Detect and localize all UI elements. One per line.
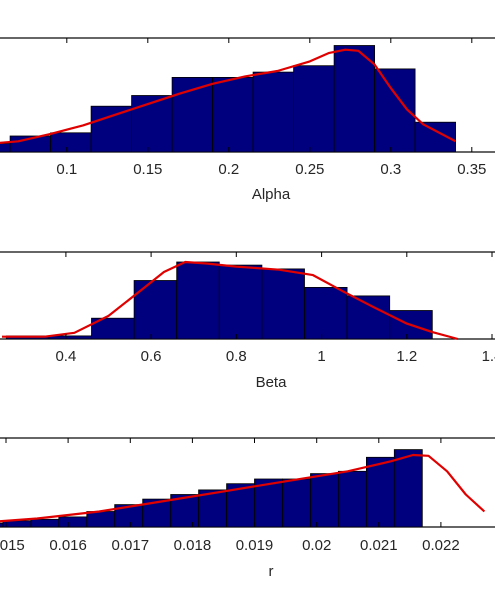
beta-histogram-bar: [304, 286, 348, 340]
r-x-tick-label: 0.022: [422, 537, 460, 554]
r-histogram-panel: 0.0150.0160.0170.0180.0190.020.0210.022 …: [0, 437, 495, 580]
beta-histogram-bar: [218, 264, 263, 340]
alpha-x-tick-label: 0.3: [380, 161, 401, 178]
r-x-tick-label: 0.02: [302, 537, 331, 554]
beta-x-tick-label: 1.4: [482, 348, 495, 365]
beta-density-curve: [2, 260, 459, 341]
beta-histogram-panel: 0.4 0.6 0.8 1 1.2 1.4 Beta: [0, 251, 495, 391]
beta-x-tick-label: 0.6: [141, 348, 162, 365]
alpha-histogram-bar: [171, 77, 214, 153]
r-x-tick-label: 0.021: [360, 537, 398, 554]
alpha-histogram-bar: [131, 95, 173, 153]
beta-histogram-bar: [346, 295, 391, 340]
alpha-histogram-bar: [333, 45, 376, 153]
beta-histogram-bar: [261, 268, 305, 340]
alpha-histogram-bar: [252, 71, 295, 153]
alpha-histogram-bar: [90, 105, 132, 153]
alpha-histogram-bar: [0, 143, 11, 153]
r-histogram-bar: [58, 516, 88, 528]
r-histogram-bar: [393, 449, 423, 528]
r-histogram-bar: [86, 511, 116, 528]
alpha-x-tick-label: 0.15: [133, 161, 162, 178]
r-histogram-bar: [254, 478, 283, 528]
r-x-tick-label: 0.016: [49, 537, 87, 554]
beta-x-tick-label: 0.4: [55, 348, 76, 365]
r-histogram-bar: [0, 522, 4, 528]
r-x-tick-label: 0.018: [174, 537, 212, 554]
alpha-x-axis-label: Alpha: [252, 186, 291, 203]
alpha-x-tick-label: 0.35: [457, 161, 486, 178]
alpha-histogram-bar: [293, 65, 335, 153]
beta-x-tick-label: 0.8: [226, 348, 247, 365]
alpha-x-tick-label: 0.1: [56, 161, 77, 178]
beta-x-axis-label: Beta: [256, 374, 288, 391]
alpha-x-tick-label: 0.2: [218, 161, 239, 178]
beta-histogram-bar: [176, 261, 220, 340]
r-x-tick-label: 0.017: [112, 537, 150, 554]
alpha-histogram-panel: 0.1 0.15 0.2 0.25 0.3 0.35 Alpha: [0, 37, 495, 203]
r-x-tick-label: 0.015: [0, 537, 25, 554]
alpha-histogram-bar: [212, 77, 254, 153]
r-x-tick-label: 0.019: [236, 537, 274, 554]
r-density-curve: [0, 453, 486, 523]
beta-x-tick-label: 1: [317, 348, 325, 365]
beta-x-tick-label: 1.2: [396, 348, 417, 365]
r-x-axis-label: r: [269, 563, 274, 580]
r-histogram-bar: [365, 456, 395, 528]
r-histogram-bar: [310, 473, 339, 528]
r-histogram-bar: [198, 489, 228, 528]
alpha-density-curve: [0, 48, 457, 145]
alpha-x-tick-label: 0.25: [295, 161, 324, 178]
beta-histogram-bar: [389, 310, 433, 340]
r-histogram-bar: [337, 470, 367, 528]
alpha-histogram-bar: [50, 132, 92, 153]
r-histogram-bar: [282, 478, 311, 528]
r-histogram-bar: [30, 518, 60, 528]
